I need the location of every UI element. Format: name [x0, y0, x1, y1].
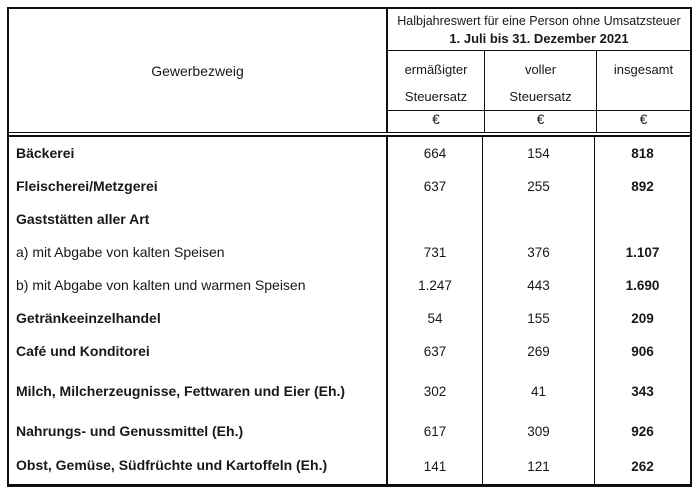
- column-header-voller: voller Steuersatz: [484, 51, 596, 111]
- unit-cell-voller: €: [484, 107, 596, 132]
- value-ermaessigter: 637: [386, 170, 482, 203]
- value-voller: 255: [482, 170, 594, 203]
- row-label: Getränkeeinzelhandel: [16, 309, 161, 326]
- value-ermaessigter: 637: [386, 335, 482, 368]
- value-insgesamt: 818: [594, 137, 690, 170]
- value-ermaessigter: 664: [386, 137, 482, 170]
- value-ermaessigter: 141: [386, 448, 482, 484]
- table-row: Bäckerei 664 154 818: [9, 137, 690, 170]
- table-row: Nahrungs- und Genussmittel (Eh.) 617 309 92…: [9, 415, 690, 448]
- column-header-ermaessigter-line1: ermäßigter: [404, 62, 468, 77]
- row-label: Café und Konditorei: [16, 342, 150, 359]
- row-label: Milch, Milcherzeugnisse, Fettwaren und E…: [16, 382, 346, 399]
- table-row: Milch, Milcherzeugnisse, Fettwaren und E…: [9, 368, 690, 415]
- value-voller: 309: [482, 415, 594, 448]
- row-label: Bäckerei: [16, 144, 75, 161]
- period-header-line1: Halbjahreswert für eine Person ohne Umsa…: [397, 14, 681, 28]
- value-ermaessigter: [386, 203, 482, 236]
- table-row: b) mit Abgabe von kalten und warmen Spei…: [9, 269, 690, 302]
- value-voller: 154: [482, 137, 594, 170]
- table-row: Obst, Gemüse, Südfrüchte und Kartoffeln …: [9, 448, 690, 484]
- period-header-line2: 1. Juli bis 31. Dezember 2021: [449, 31, 629, 46]
- column-header-ermaessigter-line2: Steuersatz: [404, 89, 468, 104]
- value-voller: 443: [482, 269, 594, 302]
- value-ermaessigter: 54: [386, 302, 482, 335]
- unit-row: € € €: [388, 107, 690, 132]
- value-voller: 121: [482, 448, 594, 484]
- value-voller: [482, 203, 594, 236]
- corner-header-cell: Gewerbezweig: [9, 9, 386, 132]
- table-header: Gewerbezweig Halbjahreswert für eine Per…: [9, 9, 690, 133]
- value-ermaessigter: 731: [386, 236, 482, 269]
- table-row: a) mit Abgabe von kalten Speisen 731 376 1.…: [9, 236, 690, 269]
- table-body: Bäckerei 664 154 818 Fleischerei/Metzgerei 63…: [9, 135, 690, 484]
- period-header-cell: Halbjahreswert für eine Person ohne Umsa…: [388, 9, 690, 51]
- value-voller: 41: [482, 368, 594, 415]
- table-row: Gaststätten aller Art: [9, 203, 690, 236]
- column-header-ermaessigter: ermäßigter Steuersatz: [388, 51, 484, 111]
- corner-header-label: Gewerbezweig: [151, 62, 244, 79]
- table-row: Getränkeeinzelhandel 54 155 209: [9, 302, 690, 335]
- unit-cell-ermaessigter: €: [432, 112, 440, 127]
- unit-cell-insgesamt: €: [596, 107, 690, 132]
- column-header-voller-line1: voller: [524, 62, 557, 77]
- value-voller: 376: [482, 236, 594, 269]
- column-headers-row: ermäßigter Steuersatz voller Steuersatz …: [388, 51, 690, 111]
- row-label: Fleischerei/Metzgerei: [16, 177, 158, 194]
- value-insgesamt: 892: [594, 170, 690, 203]
- value-columns-header: Halbjahreswert für eine Person ohne Umsa…: [386, 9, 690, 132]
- value-insgesamt: 926: [594, 415, 690, 448]
- value-voller: 155: [482, 302, 594, 335]
- row-label: Obst, Gemüse, Südfrüchte und Kartoffeln …: [16, 457, 328, 474]
- column-header-insgesamt: insgesamt: [596, 51, 690, 111]
- value-voller: 269: [482, 335, 594, 368]
- row-label: Nahrungs- und Genussmittel (Eh.): [16, 422, 244, 439]
- row-label: Gaststätten aller Art: [16, 210, 150, 227]
- value-ermaessigter: 617: [386, 415, 482, 448]
- value-insgesamt: 209: [594, 302, 690, 335]
- row-label: a) mit Abgabe von kalten Speisen: [16, 243, 225, 260]
- column-header-voller-line2: Steuersatz: [509, 89, 572, 104]
- half-year-values-table: Gewerbezweig Halbjahreswert für eine Per…: [7, 7, 692, 487]
- value-insgesamt: 906: [594, 335, 690, 368]
- column-header-insgesamt-line1: insgesamt: [613, 62, 674, 77]
- row-label: b) mit Abgabe von kalten und warmen Spei…: [16, 276, 306, 293]
- value-insgesamt: 343: [594, 368, 690, 415]
- value-insgesamt: 262: [594, 448, 690, 484]
- value-insgesamt: [594, 203, 690, 236]
- value-insgesamt: 1.690: [594, 269, 690, 302]
- table-row: Café und Konditorei 637 269 906: [9, 335, 690, 368]
- value-ermaessigter: 1.247: [386, 269, 482, 302]
- table-row: Fleischerei/Metzgerei 637 255 892: [9, 170, 690, 203]
- value-ermaessigter: 302: [386, 368, 482, 415]
- value-insgesamt: 1.107: [594, 236, 690, 269]
